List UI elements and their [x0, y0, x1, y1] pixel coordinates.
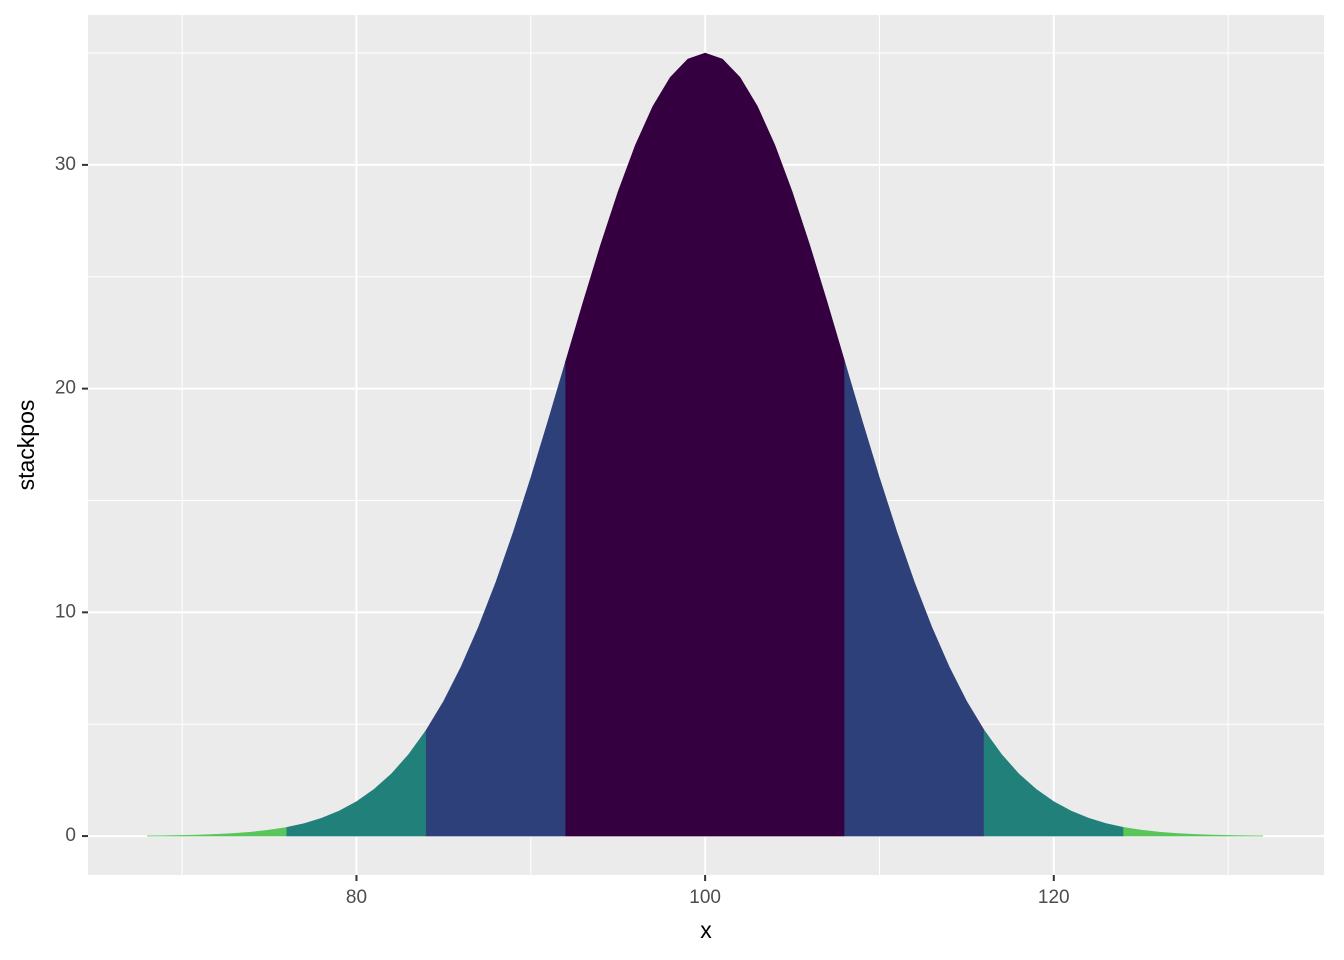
x-tick-label: 120: [1038, 887, 1070, 908]
y-tick-label: 10: [55, 601, 76, 622]
x-tick-label: 80: [346, 887, 367, 908]
y-tick-label: 0: [65, 825, 76, 846]
area: [1123, 827, 1264, 837]
y-tick-label: 30: [55, 154, 76, 175]
x-axis-title: x: [700, 917, 712, 943]
y-axis-title: stackpos: [13, 400, 39, 491]
y-tick-label: 20: [55, 378, 76, 399]
area: [565, 52, 845, 837]
x-tick-label: 100: [689, 887, 721, 908]
